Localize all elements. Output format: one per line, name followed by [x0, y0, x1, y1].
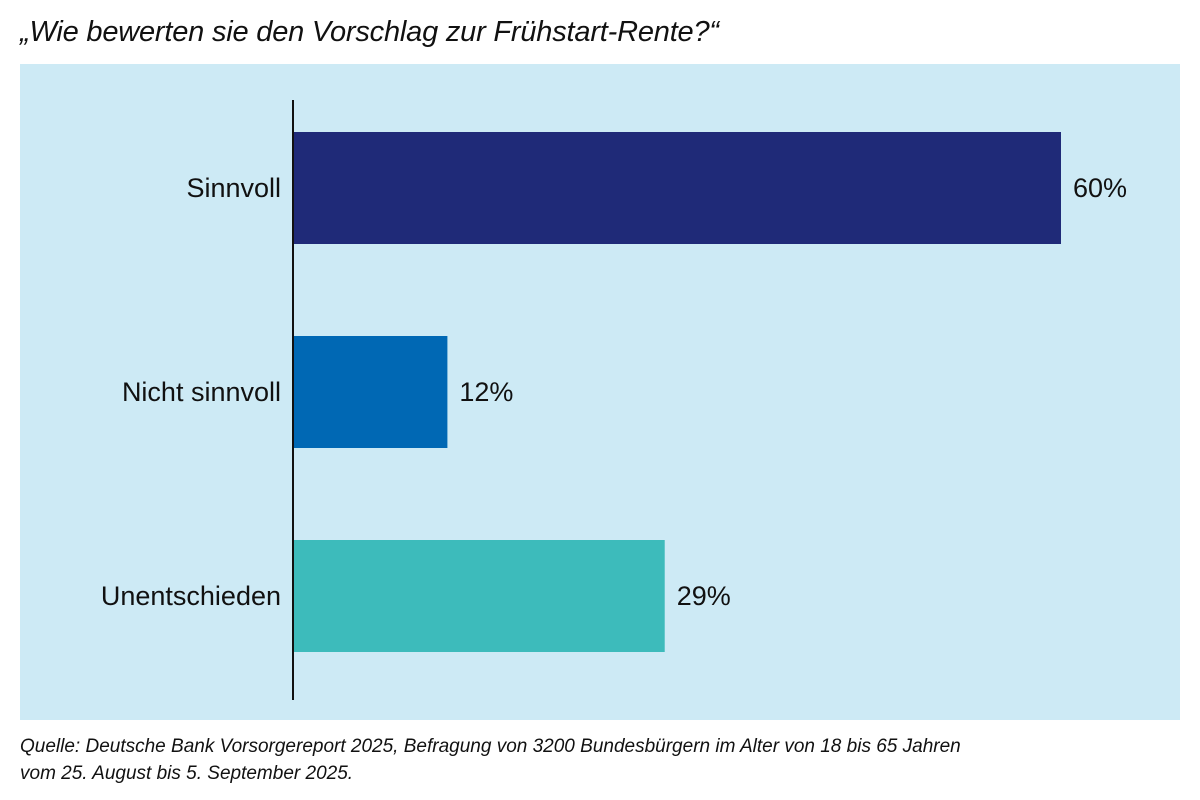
value-label: 60%: [1073, 173, 1127, 203]
bar-sinnvoll: [294, 132, 1061, 244]
category-label: Unentschieden: [101, 581, 281, 611]
source-line-2: vom 25. August bis 5. September 2025.: [20, 763, 354, 784]
category-label: Nicht sinnvoll: [122, 377, 281, 407]
category-label: Sinnvoll: [186, 173, 281, 203]
source-note: Quelle: Deutsche Bank Vorsorgereport 202…: [20, 733, 961, 787]
source-line-1: Quelle: Deutsche Bank Vorsorgereport 202…: [20, 736, 961, 757]
value-label: 29%: [677, 581, 731, 611]
bar-unentschieden: [294, 540, 665, 652]
value-label: 12%: [459, 377, 513, 407]
bar-nicht-sinnvoll: [294, 336, 448, 448]
chart-title: „Wie bewerten sie den Vorschlag zur Früh…: [20, 16, 719, 48]
chart-panel: Sinnvoll 60% Nicht sinnvoll 12% Unentschiede…: [20, 64, 1180, 720]
bar-chart: Sinnvoll 60% Nicht sinnvoll 12% Unentschiede…: [101, 100, 1127, 700]
